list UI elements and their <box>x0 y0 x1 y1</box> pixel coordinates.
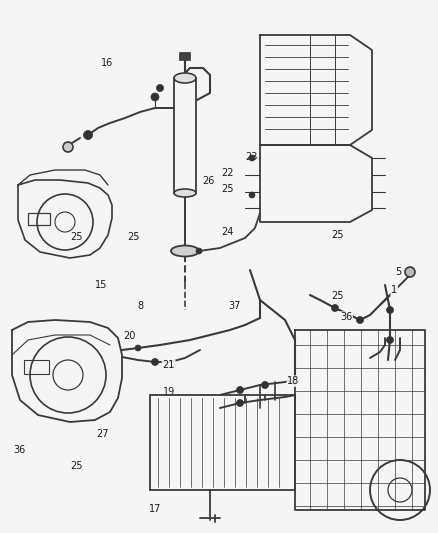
Bar <box>28 213 50 225</box>
Circle shape <box>135 345 141 351</box>
Circle shape <box>405 267 415 277</box>
Text: 16: 16 <box>101 58 113 68</box>
Circle shape <box>84 131 92 140</box>
Text: 17: 17 <box>149 504 162 514</box>
Circle shape <box>237 386 244 393</box>
Circle shape <box>237 400 244 407</box>
Circle shape <box>386 306 393 313</box>
Bar <box>150 395 295 490</box>
Text: 26: 26 <box>202 176 214 186</box>
Text: 24: 24 <box>222 227 234 237</box>
Text: 18: 18 <box>287 376 300 386</box>
Bar <box>24 360 49 374</box>
Circle shape <box>357 317 364 324</box>
Text: 5: 5 <box>396 267 402 277</box>
Circle shape <box>249 155 255 161</box>
Circle shape <box>196 248 202 254</box>
Text: 20: 20 <box>123 331 135 341</box>
Text: 21: 21 <box>162 360 175 370</box>
Circle shape <box>156 85 163 92</box>
Bar <box>180 53 190 60</box>
Text: 25: 25 <box>331 291 343 301</box>
Ellipse shape <box>174 189 196 197</box>
Text: 19: 19 <box>162 387 175 397</box>
Circle shape <box>63 142 73 152</box>
Text: 22: 22 <box>222 168 234 178</box>
Ellipse shape <box>174 73 196 83</box>
Bar <box>174 78 196 193</box>
Ellipse shape <box>171 246 199 256</box>
Text: 25: 25 <box>71 462 83 471</box>
Circle shape <box>332 304 339 311</box>
Circle shape <box>152 359 159 366</box>
Circle shape <box>386 336 393 343</box>
Text: 23: 23 <box>246 152 258 162</box>
Text: 25: 25 <box>127 232 140 242</box>
Circle shape <box>249 192 255 198</box>
Text: 25: 25 <box>71 232 83 242</box>
Text: 25: 25 <box>222 184 234 194</box>
Text: 8: 8 <box>137 302 143 311</box>
Text: 15: 15 <box>95 280 107 290</box>
Text: 36: 36 <box>14 446 26 455</box>
Text: 37: 37 <box>228 302 240 311</box>
Circle shape <box>151 93 159 101</box>
Circle shape <box>261 382 268 389</box>
Text: 27: 27 <box>97 430 109 439</box>
Text: 25: 25 <box>331 230 343 239</box>
Text: 1: 1 <box>391 286 397 295</box>
Text: 36: 36 <box>340 312 352 322</box>
